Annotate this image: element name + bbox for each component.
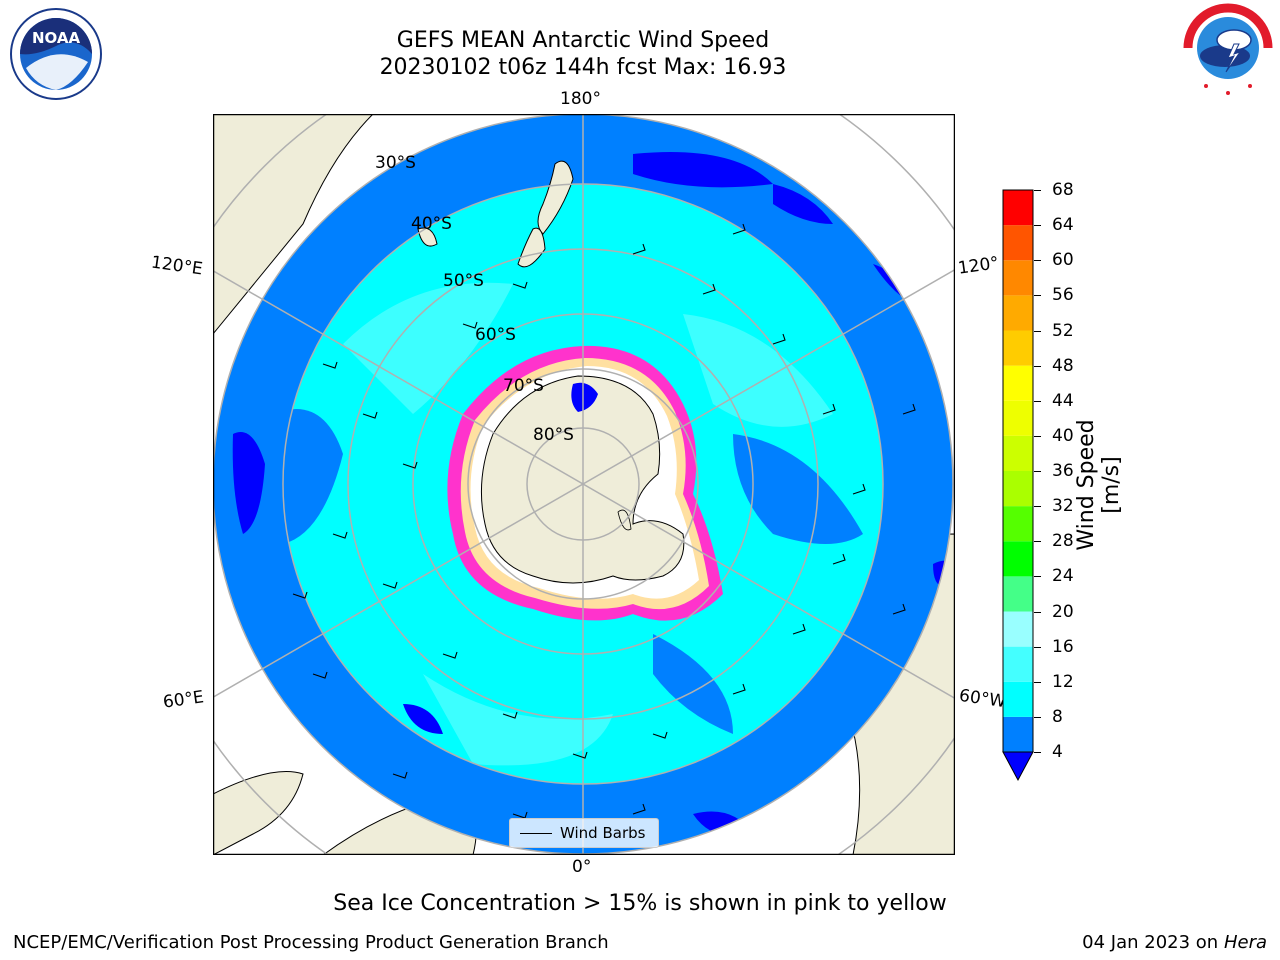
colorbar-tick-label: 40 — [1052, 425, 1074, 446]
colorbar-tick-label: 12 — [1052, 671, 1074, 692]
colorbar-swatch — [1003, 260, 1033, 296]
colorbar-swatch — [1003, 681, 1033, 717]
colorbar-tick-mark — [1034, 681, 1041, 683]
colorbar-ticks: 4 8 12 16 20 24 28 32 36 40 44 48 52 56 60 64 68 — [1034, 176, 1084, 776]
colorbar-tick-mark — [1034, 260, 1041, 262]
footer-host: Hera — [1223, 932, 1267, 953]
lon-label-60e: 60°E — [161, 687, 206, 713]
noaa-logo-text: NOAA — [32, 29, 81, 47]
colorbar-swatches — [1002, 189, 1034, 782]
colorbar-tick-mark — [1034, 400, 1041, 402]
lon-label-120e: 120°E — [149, 252, 204, 280]
footer-date: 04 Jan 2023 on — [1082, 932, 1224, 953]
polar-stereographic-map: 30°S 40°S 50°S 60°S 70°S 80°S — [212, 113, 956, 856]
map-legend: Wind Barbs — [509, 818, 659, 848]
map-panel: 30°S 40°S 50°S 60°S 70°S 80°S Wind Barbs — [212, 113, 956, 856]
lon-label-180: 180° — [560, 89, 601, 109]
lon-label-120w: 120° — [956, 253, 1001, 279]
colorbar-swatch — [1003, 365, 1033, 401]
footer-branch: NCEP/EMC/Verification Post Processing Pr… — [13, 932, 609, 953]
colorbar-tick-label: 4 — [1052, 742, 1063, 762]
colorbar-tick-label: 68 — [1052, 180, 1074, 200]
colorbar-tick-label: 48 — [1052, 355, 1074, 376]
colorbar-swatch — [1003, 190, 1033, 226]
colorbar-tick-label: 60 — [1052, 250, 1074, 271]
australia-land — [213, 114, 374, 335]
colorbar-tick-mark — [1034, 190, 1041, 191]
colorbar-swatch — [1003, 295, 1033, 331]
colorbar-tick-mark — [1034, 716, 1041, 718]
footer-date-host: 04 Jan 2023 on Hera — [1082, 932, 1267, 953]
colorbar-tick-label: 52 — [1052, 320, 1074, 341]
colorbar — [1000, 186, 1040, 786]
colorbar-tick-mark — [1034, 646, 1041, 648]
noaa-logo: NOAA — [6, 6, 106, 110]
graticule — [213, 114, 955, 855]
colorbar-swatch — [1003, 611, 1033, 647]
colorbar-swatch — [1003, 576, 1033, 612]
colorbar-tick-mark — [1034, 611, 1041, 613]
lat-label-50s: 50°S — [443, 271, 484, 291]
colorbar-tick-label: 8 — [1052, 706, 1063, 727]
colorbar-swatch — [1003, 471, 1033, 507]
colorbar-swatch — [1003, 225, 1033, 261]
colorbar-swatch — [1003, 716, 1033, 752]
colorbar-tick-label: 36 — [1052, 461, 1074, 481]
colorbar-tick-mark — [1034, 365, 1041, 367]
colorbar-swatch — [1003, 330, 1033, 366]
lat-label-60s: 60°S — [475, 325, 516, 345]
title-line-1: GEFS MEAN Antarctic Wind Speed — [396, 28, 770, 53]
colorbar-outline — [1002, 189, 1034, 753]
lon-label-0: 0° — [572, 857, 592, 877]
colorbar-tick-label: 44 — [1052, 390, 1074, 411]
lat-label-40s: 40°S — [411, 214, 452, 234]
calm-wind-pocket — [232, 432, 265, 534]
madagascar-land — [213, 771, 304, 855]
colorbar-swatch — [1003, 435, 1033, 471]
colorbar-tick-mark — [1034, 471, 1041, 472]
colorbar-tick-mark — [1034, 541, 1041, 543]
colorbar-tick-mark — [1034, 506, 1041, 508]
colorbar-tick-mark — [1034, 752, 1041, 753]
wind-barbs — [292, 223, 916, 819]
lat-label-70s: 70°S — [503, 376, 544, 396]
legend-label: Wind Barbs — [560, 824, 646, 842]
colorbar-tick-mark — [1034, 295, 1041, 297]
sea-ice-caption: Sea Ice Concentration > 15% is shown in … — [333, 891, 947, 916]
lat-label-30s: 30°S — [375, 153, 416, 173]
national-weather-service-logo — [1178, 0, 1278, 104]
colorbar-tick-mark — [1034, 330, 1041, 332]
colorbar-tick-label: 28 — [1052, 531, 1074, 552]
colorbar-tick-label: 56 — [1052, 285, 1074, 306]
colorbar-tick-label: 24 — [1052, 566, 1074, 587]
colorbar-tick-label: 16 — [1052, 636, 1074, 657]
colorbar-swatch — [1003, 646, 1033, 682]
colorbar-swatch — [1003, 506, 1033, 542]
title-line-2: 20230102 t06z 144h fcst Max: 16.93 — [379, 55, 787, 80]
legend-line-swatch — [520, 833, 552, 834]
colorbar-tick-mark — [1034, 225, 1041, 227]
colorbar-tick-label: 64 — [1052, 215, 1074, 236]
colorbar-tick-label: 32 — [1052, 496, 1074, 517]
lat-label-80s: 80°S — [533, 425, 574, 445]
new-zealand-land — [537, 160, 574, 235]
map-frame — [212, 113, 956, 856]
colorbar-tick-mark — [1034, 576, 1041, 578]
colorbar-swatch — [1003, 541, 1033, 577]
colorbar-extend-arrow — [1002, 751, 1034, 782]
colorbar-tick-label: 20 — [1052, 601, 1074, 622]
colorbar-label: Wind Speed [m/s] — [1074, 419, 1124, 551]
colorbar-swatch — [1003, 400, 1033, 436]
colorbar-tick-mark — [1034, 435, 1041, 437]
